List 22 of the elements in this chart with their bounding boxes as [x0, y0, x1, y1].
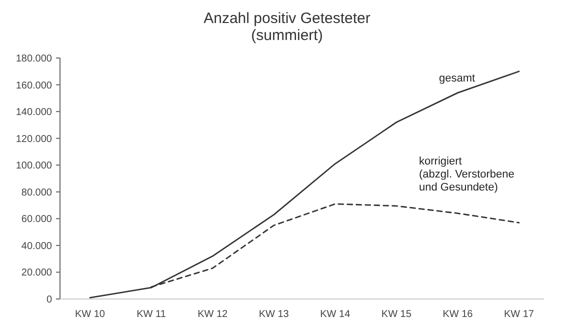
x-tick-label: KW 15: [381, 309, 412, 320]
x-tick-label: KW 11: [136, 309, 166, 320]
y-tick-label: 60.000: [21, 214, 52, 226]
x-tick-label: KW 14: [320, 309, 351, 320]
x-tick-label: KW 13: [258, 309, 290, 320]
y-tick-label: 160.000: [16, 80, 52, 92]
y-tick-label: 180.000: [16, 54, 52, 64]
series-label: gesamt: [439, 72, 476, 84]
x-tick-label: KW 12: [198, 309, 228, 320]
y-tick-label: 20.000: [21, 268, 52, 279]
series-label: korrigiert (abzgl. Verstorbene und Gesundete): [419, 156, 514, 194]
y-tick-label: 120.000: [16, 134, 52, 145]
x-tick-label: KW 16: [442, 309, 474, 320]
chart-title: Anzahl positiv Getesteter (summiert): [204, 10, 370, 44]
y-tick-label: 40.000: [21, 240, 52, 252]
y-tick-label: 140.000: [16, 107, 52, 118]
x-tick-label: KW 17: [504, 309, 534, 320]
y-tick-label: 80.000: [21, 187, 52, 198]
line-series: [89, 70, 520, 298]
y-tick-label: 0: [46, 294, 52, 306]
y-tick-label: 100.000: [16, 160, 52, 172]
x-tick-label: KW 10: [74, 309, 106, 320]
